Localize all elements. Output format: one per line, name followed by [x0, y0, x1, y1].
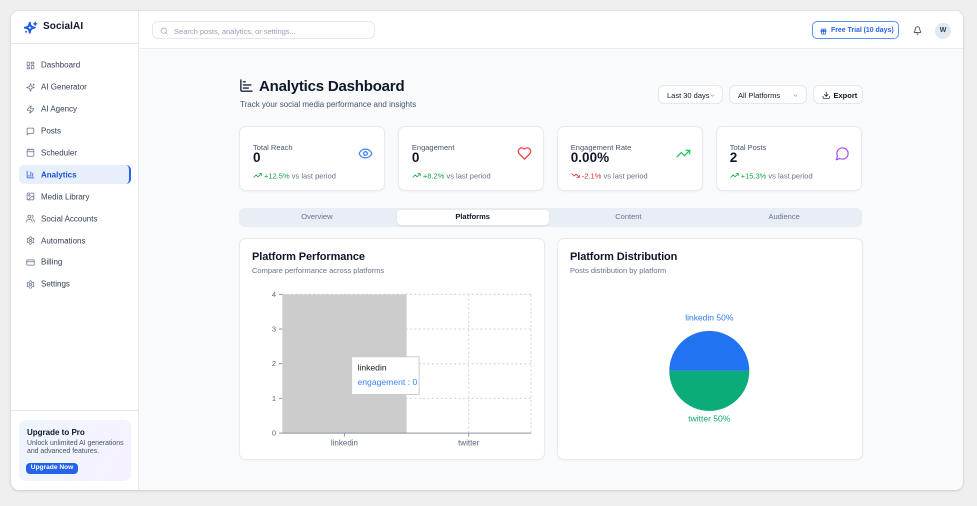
svg-text:3: 3 — [272, 325, 276, 334]
svg-text:2: 2 — [272, 359, 276, 368]
svg-text:twitter 50%: twitter 50% — [688, 413, 730, 423]
svg-text:engagement : 0: engagement : 0 — [358, 377, 418, 387]
svg-text:linkedin: linkedin — [358, 363, 387, 373]
svg-text:linkedin 50%: linkedin 50% — [685, 312, 734, 322]
svg-text:twitter: twitter — [458, 439, 480, 448]
svg-text:4: 4 — [272, 290, 276, 299]
svg-text:linkedin: linkedin — [331, 439, 358, 448]
svg-text:0: 0 — [272, 429, 276, 438]
svg-text:1: 1 — [272, 394, 276, 403]
